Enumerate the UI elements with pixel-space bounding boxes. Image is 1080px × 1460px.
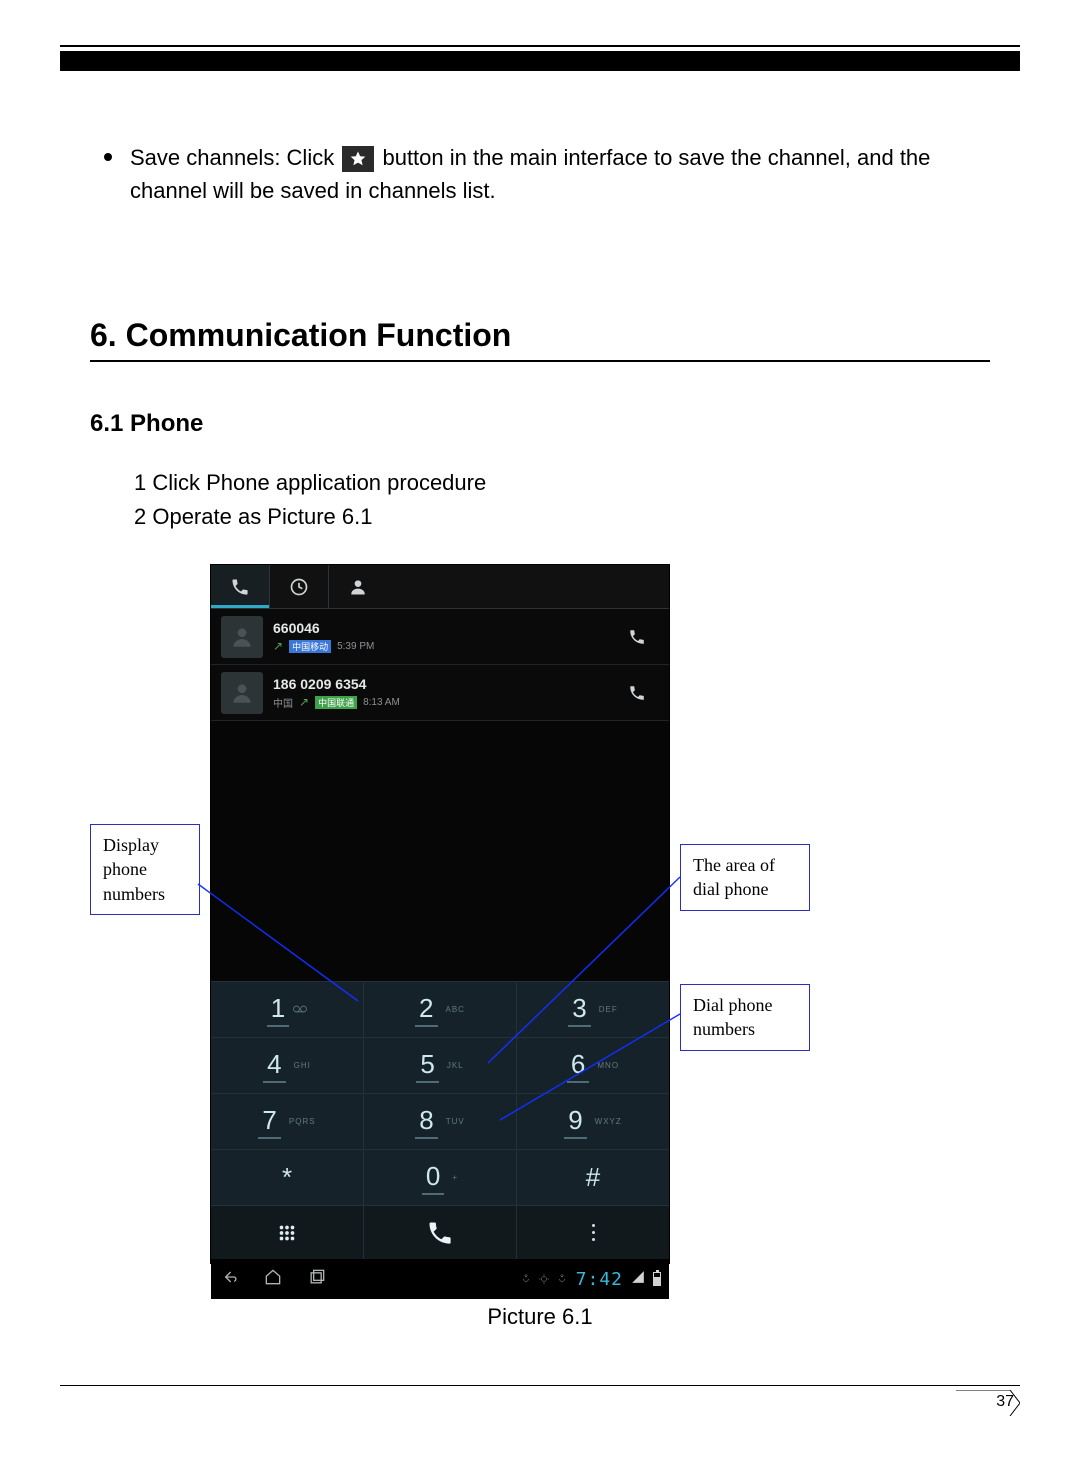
log-number: 186 0209 6354 <box>273 676 615 692</box>
dial-key-3[interactable]: 3DEF <box>517 982 669 1037</box>
dial-key-#[interactable]: # <box>517 1150 669 1205</box>
page-number: 37 <box>996 1393 1014 1411</box>
dial-key-7[interactable]: 7PQRS <box>211 1094 364 1149</box>
tab-contacts[interactable] <box>329 565 387 608</box>
callout-display-numbers: Display phone numbers <box>90 824 200 915</box>
star-icon <box>342 146 374 172</box>
log-number: 660046 <box>273 620 615 636</box>
bullet-dot <box>104 153 112 161</box>
status-icons <box>520 1273 568 1285</box>
callout-dial-numbers: Dial phone numbers <box>680 984 810 1051</box>
dial-key-*[interactable]: * <box>211 1150 364 1205</box>
bullet-prefix: Save channels: Click <box>130 145 334 170</box>
step-2: 2 Operate as Picture 6.1 <box>134 500 990 534</box>
phone-screenshot: 660046 ↗ 中国移动 5:39 PM 186 0209 6354 中国 ↗… <box>210 564 670 1264</box>
carrier-badge: 中国联通 <box>315 696 357 709</box>
bullet-save-channels: Save channels: Click button in the main … <box>90 141 990 207</box>
subsection-heading: 6.1 Phone <box>90 410 990 438</box>
dial-key-1[interactable]: 1 <box>211 982 364 1037</box>
rule-thin <box>60 45 1020 47</box>
log-time: 5:39 PM <box>337 641 374 652</box>
footer-rule <box>60 1385 1020 1386</box>
call-icon[interactable] <box>615 684 659 702</box>
call-direction-icon: ↗ <box>299 695 309 709</box>
phone-display-area <box>211 721 669 981</box>
status-clock: 7:42 <box>576 1269 623 1290</box>
steps-list: 1 Click Phone application procedure 2 Op… <box>134 466 990 534</box>
callout-dial-area: The area of dial phone <box>680 844 810 911</box>
figure-caption: Picture 6.1 <box>90 1304 990 1330</box>
call-button[interactable] <box>364 1206 517 1259</box>
avatar-icon <box>221 672 263 714</box>
log-time: 8:13 AM <box>363 697 400 708</box>
dial-key-0[interactable]: 0+ <box>364 1150 517 1205</box>
battery-icon <box>653 1272 661 1286</box>
dial-key-6[interactable]: 6MNO <box>517 1038 669 1093</box>
android-navbar: 7:42 <box>211 1259 669 1299</box>
page-number-ornament: 37 <box>956 1390 1020 1416</box>
dial-key-5[interactable]: 5JKL <box>364 1038 517 1093</box>
dial-key-4[interactable]: 4GHI <box>211 1038 364 1093</box>
tab-recent[interactable] <box>270 565 328 608</box>
back-button[interactable] <box>219 1267 239 1292</box>
phone-tabs <box>211 565 669 609</box>
dial-key-2[interactable]: 2ABC <box>364 982 517 1037</box>
overflow-button[interactable] <box>517 1206 669 1259</box>
recents-button[interactable] <box>307 1267 327 1292</box>
rule-thick <box>60 51 1020 71</box>
home-button[interactable] <box>263 1267 283 1292</box>
tab-dialer[interactable] <box>211 565 269 608</box>
call-direction-icon: ↗ <box>273 639 283 653</box>
step-1: 1 Click Phone application procedure <box>134 466 990 500</box>
call-log-entry[interactable]: 186 0209 6354 中国 ↗ 中国联通 8:13 AM <box>211 665 669 721</box>
call-log-entry[interactable]: 660046 ↗ 中国移动 5:39 PM <box>211 609 669 665</box>
dial-key-8[interactable]: 8TUV <box>364 1094 517 1149</box>
section-heading: 6. Communication Function <box>90 317 990 362</box>
dialpad-toggle-button[interactable] <box>211 1206 364 1259</box>
dial-action-row <box>211 1205 669 1259</box>
avatar-icon <box>221 616 263 658</box>
signal-icon <box>631 1270 645 1289</box>
call-icon[interactable] <box>615 628 659 646</box>
carrier-badge: 中国移动 <box>289 640 331 653</box>
figure-6-1: 660046 ↗ 中国移动 5:39 PM 186 0209 6354 中国 ↗… <box>90 564 990 1294</box>
dialpad: 12ABC3DEF 4GHI5JKL6MNO 7PQRS8TUV9WXYZ *0+# <box>211 981 669 1205</box>
dial-key-9[interactable]: 9WXYZ <box>517 1094 669 1149</box>
